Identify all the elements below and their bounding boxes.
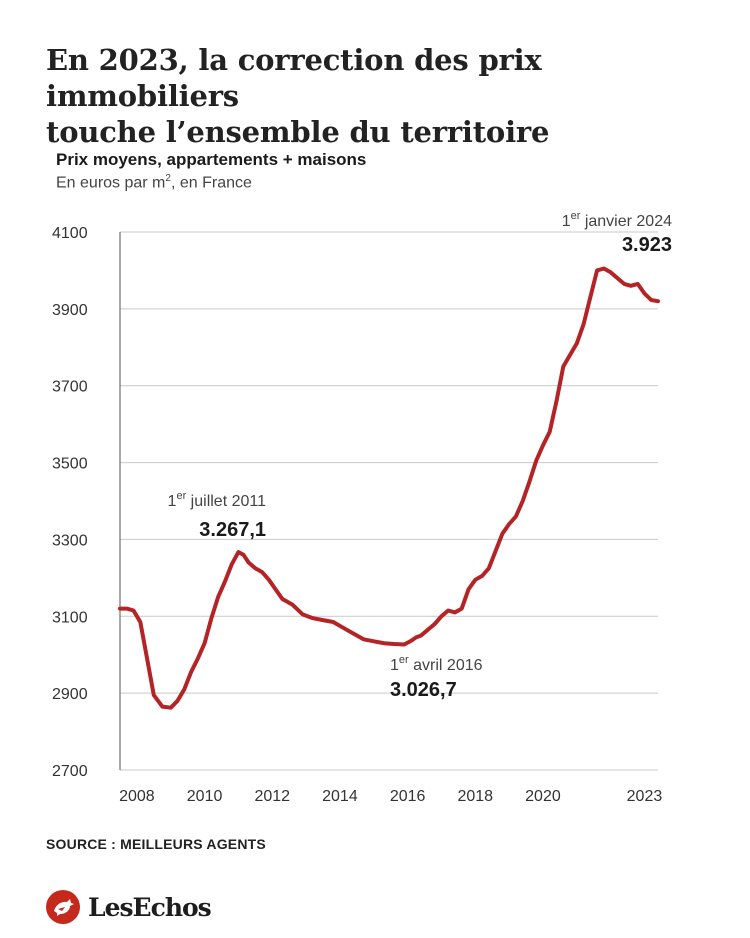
chart-title-line-1: En 2023, la correction des prix immobili…	[46, 43, 542, 113]
annotation-value: 3.923	[622, 234, 672, 256]
annotation-date: 1er janvier 2024	[562, 210, 672, 230]
annotation-date-superscript: er	[399, 654, 409, 666]
x-tick-label: 2010	[187, 788, 223, 805]
y-tick-label: 4100	[52, 225, 88, 242]
x-tick-label: 2016	[390, 788, 426, 805]
annotation-date: 1er juillet 2011	[168, 490, 267, 510]
y-tick-label: 3500	[52, 456, 88, 473]
les-echos-wordmark: LesEchos	[88, 892, 212, 922]
x-tick-label: 2008	[119, 788, 155, 805]
chart-title: En 2023, la correction des prix immobili…	[46, 42, 736, 150]
y-tick-label: 2700	[52, 763, 88, 780]
annotation-date-superscript: er	[571, 210, 581, 222]
y-tick-label: 2900	[52, 686, 88, 703]
x-tick-label: 2014	[322, 788, 358, 805]
x-tick-label: 2012	[254, 788, 290, 805]
annotation-date-text: avril 2016	[409, 657, 483, 674]
x-tick-label: 2018	[457, 788, 493, 805]
x-tick-label: 2023	[627, 788, 663, 805]
x-tick-label: 2020	[525, 788, 561, 805]
series	[118, 266, 660, 710]
grid	[119, 231, 658, 771]
les-echos-logo: LesEchos	[46, 889, 212, 925]
annotation-date-superscript: er	[176, 490, 186, 502]
y-tick-label: 3100	[52, 609, 88, 626]
line-chart: 2700 2900 3100 3300 3500 3700 3900 4100 2008 201…	[52, 210, 673, 805]
source-note: SOURCE : MEILLEURS AGENTS	[46, 836, 266, 852]
annotation-date-prefix: 1	[390, 657, 399, 674]
y-tick-label: 3700	[52, 379, 88, 396]
annotation-value: 3.026,7	[390, 679, 457, 701]
units-superscript: 2	[165, 173, 171, 184]
les-echos-rooster-icon	[46, 890, 80, 924]
annotation-value: 3.267,1	[199, 519, 266, 541]
chart-title-line-2: touche l’ensemble du territoire	[46, 115, 550, 149]
annotation-date-prefix: 1	[168, 493, 177, 510]
annotation-date-prefix: 1	[562, 213, 571, 230]
annotation-date: 1er avril 2016	[390, 654, 483, 674]
x-axis-ticks: 2008 2010 2012 2014 2016 2018 2020 2023	[119, 788, 662, 805]
annotation-date-text: janvier 2024	[580, 213, 672, 230]
chart-units: En euros par m2, en France	[56, 173, 252, 192]
annotation-date-text: juillet 2011	[186, 493, 266, 510]
y-tick-label: 3300	[52, 532, 88, 549]
y-tick-label: 3900	[52, 302, 88, 319]
units-text-suffix: , en France	[170, 174, 252, 192]
series-line	[118, 266, 660, 710]
units-text: En euros par m	[56, 174, 166, 192]
chart-subtitle: Prix moyens, appartements + maisons	[56, 150, 367, 169]
y-axis-ticks: 2700 2900 3100 3300 3500 3700 3900 4100	[52, 225, 88, 780]
